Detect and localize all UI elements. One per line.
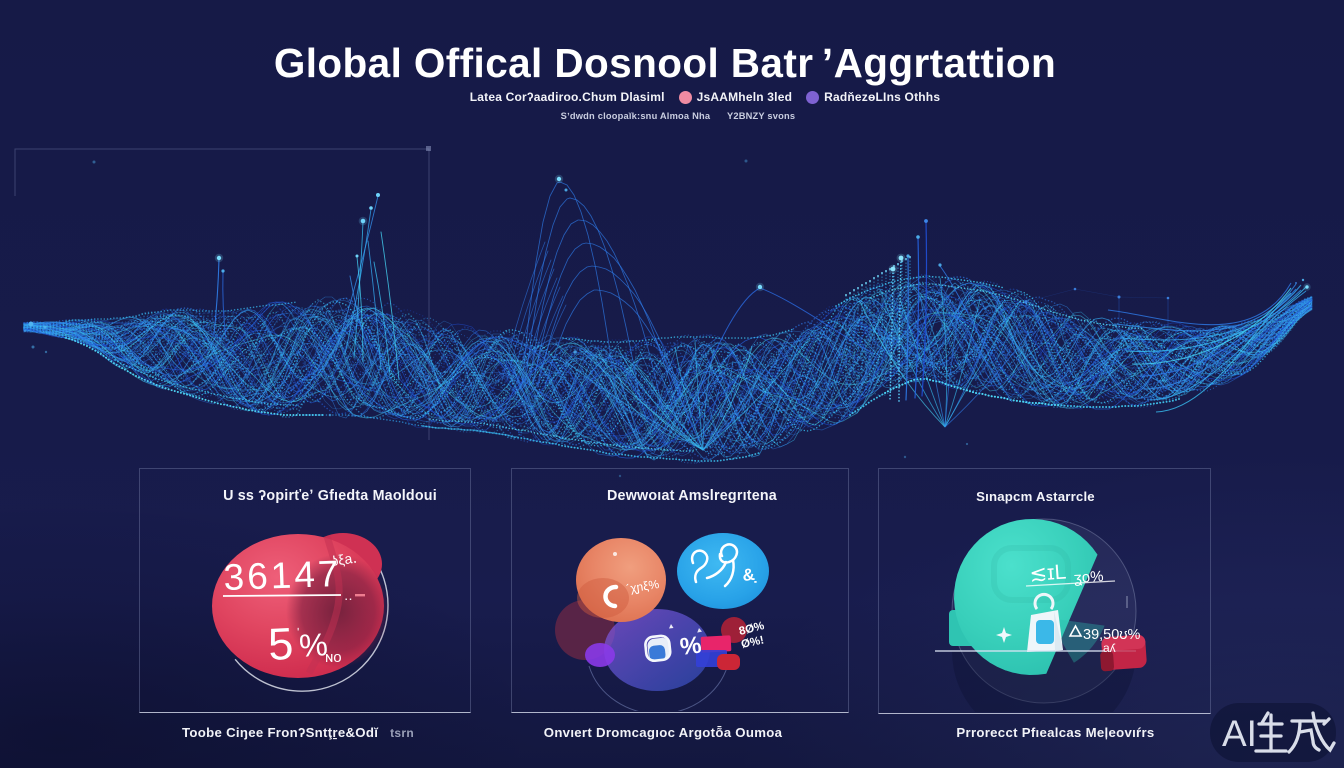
svg-text:аʎ: аʎ [1103,641,1116,655]
svg-text:5: 5 [267,618,295,670]
svg-text:≲ɪL: ≲ɪL [1029,560,1067,586]
svg-text:ʖξa․: ʖξa․ [330,550,358,569]
svg-text:ɴo: ɴo [325,649,342,666]
svg-text:‥: ‥ [344,588,353,603]
svg-text:36147: 36147 [223,553,342,598]
svg-text:39,50ʊ%: 39,50ʊ% [1083,627,1141,643]
svg-text:&̣: &̣ [741,565,757,585]
svg-text:%: % [298,626,329,664]
svg-text:Ø%!: Ø%! [740,634,765,651]
svg-text:ʓo%: ʓo% [1073,568,1104,587]
svg-text:´χɲξ%: ´χɲξ% [625,577,660,596]
svg-text:AI: AI [1222,713,1257,754]
svg-text:%: % [678,632,702,661]
svg-text:ʹ: ʹ [297,625,299,639]
